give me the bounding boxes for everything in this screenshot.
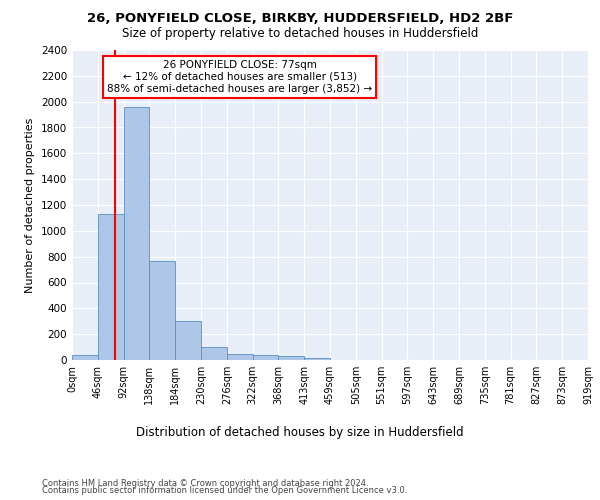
Bar: [98, 214, 124, 360]
Bar: [253, 355, 278, 360]
Bar: [278, 356, 304, 360]
Bar: [201, 347, 227, 360]
Text: Size of property relative to detached houses in Huddersfield: Size of property relative to detached ho…: [122, 28, 478, 40]
Bar: [304, 358, 330, 360]
Bar: [227, 354, 253, 360]
Text: 26 PONYFIELD CLOSE: 77sqm
← 12% of detached houses are smaller (513)
88% of semi: 26 PONYFIELD CLOSE: 77sqm ← 12% of detac…: [107, 60, 372, 94]
Text: Contains public sector information licensed under the Open Government Licence v3: Contains public sector information licen…: [42, 486, 407, 495]
Text: Contains HM Land Registry data © Crown copyright and database right 2024.: Contains HM Land Registry data © Crown c…: [42, 478, 368, 488]
Bar: [72, 356, 98, 360]
Bar: [149, 260, 175, 360]
Bar: [124, 107, 149, 360]
Text: Distribution of detached houses by size in Huddersfield: Distribution of detached houses by size …: [136, 426, 464, 439]
Text: 26, PONYFIELD CLOSE, BIRKBY, HUDDERSFIELD, HD2 2BF: 26, PONYFIELD CLOSE, BIRKBY, HUDDERSFIEL…: [87, 12, 513, 26]
Y-axis label: Number of detached properties: Number of detached properties: [25, 118, 35, 292]
Bar: [175, 322, 201, 360]
